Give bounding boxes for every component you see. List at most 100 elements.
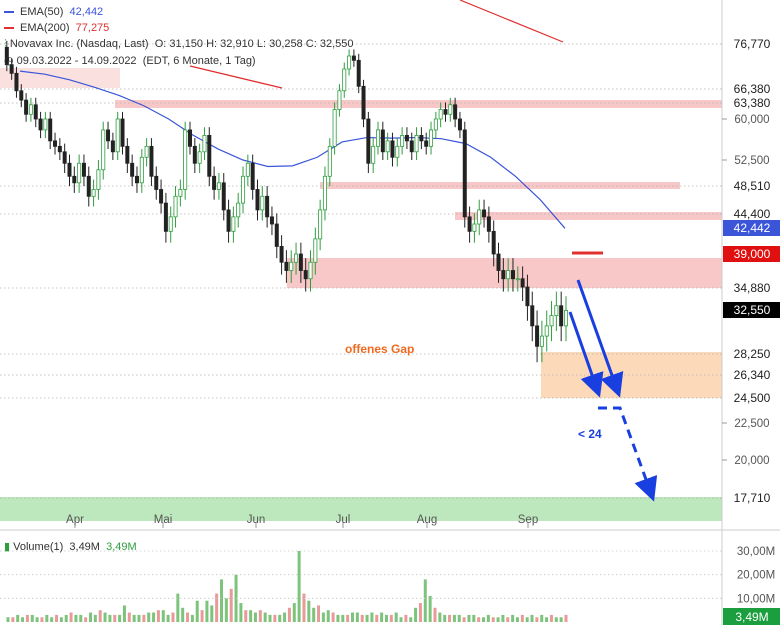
volume-bar bbox=[287, 607, 291, 622]
price-tag: 63,380 bbox=[734, 96, 771, 110]
volume-bar bbox=[355, 612, 359, 622]
price-tag-bg bbox=[723, 81, 780, 97]
volume-bar bbox=[457, 614, 461, 622]
y-tick-label: 60,000 bbox=[734, 114, 769, 126]
volume-bar bbox=[482, 617, 486, 622]
volume-label: Volume(1) bbox=[13, 541, 64, 553]
candle-body bbox=[4, 46, 9, 66]
instrument-legend: ⫶ Novavax Inc. (Nasdaq, Last) O: 31,150 … bbox=[4, 38, 354, 51]
candle-body bbox=[491, 230, 496, 255]
volume-bar bbox=[25, 614, 29, 622]
candle-body bbox=[313, 238, 318, 263]
volume-bar bbox=[132, 614, 136, 622]
x-tick-label: Aug bbox=[417, 514, 437, 526]
price-tag: 17,710 bbox=[734, 491, 771, 505]
volume-bar bbox=[74, 614, 78, 622]
candle-body bbox=[549, 315, 554, 327]
zone-red-63 bbox=[115, 100, 722, 108]
volume-bar bbox=[45, 614, 49, 622]
candle-body bbox=[342, 68, 347, 92]
volume-bar bbox=[448, 614, 452, 622]
volume-bar bbox=[351, 612, 355, 622]
volume-bar bbox=[418, 603, 422, 622]
grid-lines bbox=[0, 43, 722, 499]
ema50-swatch bbox=[4, 11, 14, 14]
candle-body bbox=[520, 278, 525, 288]
candle-body bbox=[139, 156, 144, 184]
instrument-name: Novavax Inc. (Nasdaq, Last) bbox=[9, 38, 149, 50]
candle-body bbox=[48, 118, 53, 142]
forecast-arrows bbox=[568, 279, 658, 502]
candle-body bbox=[462, 129, 467, 218]
candle-body bbox=[361, 85, 366, 120]
candle-body bbox=[294, 253, 299, 263]
price-tag-bg bbox=[723, 302, 780, 318]
y-tick-label: 20,000 bbox=[734, 455, 769, 467]
volume-bar bbox=[525, 617, 529, 622]
candle-body bbox=[53, 140, 58, 147]
candle-body bbox=[559, 305, 564, 327]
candle-body bbox=[106, 129, 111, 142]
volume-bar bbox=[399, 617, 403, 622]
candle-body bbox=[221, 182, 226, 211]
volume-bar bbox=[239, 603, 243, 622]
volume-bar bbox=[137, 614, 141, 622]
candle-body bbox=[453, 104, 458, 120]
candle-body bbox=[245, 162, 250, 177]
volume-bar bbox=[520, 614, 524, 622]
volume-bar bbox=[195, 600, 199, 622]
volume-bar bbox=[249, 610, 253, 622]
candle-body bbox=[43, 118, 48, 131]
volume-bar bbox=[307, 600, 311, 622]
volume-bar bbox=[210, 605, 214, 622]
arrow-down-2 bbox=[576, 279, 624, 398]
candle-body bbox=[337, 90, 342, 110]
price-tag-bg bbox=[723, 246, 780, 262]
volume-bar bbox=[375, 614, 379, 622]
volume-bar bbox=[205, 600, 209, 622]
candle-body bbox=[269, 216, 274, 225]
candle-body bbox=[183, 129, 188, 190]
candle-body bbox=[91, 189, 96, 197]
x-tick-label: Apr bbox=[66, 514, 84, 526]
candle-body bbox=[274, 223, 279, 247]
candle-body bbox=[530, 305, 535, 327]
volume-bar bbox=[370, 612, 374, 622]
ema200-label: EMA(200) bbox=[20, 22, 70, 34]
candle-body bbox=[332, 109, 337, 147]
candle-body bbox=[96, 169, 101, 190]
candle-body bbox=[19, 90, 24, 101]
candle-body bbox=[57, 145, 62, 153]
volume-bar bbox=[394, 612, 398, 622]
volume-current-tag: 3,49M bbox=[735, 610, 768, 624]
volume-bar bbox=[142, 614, 146, 622]
candle-body bbox=[67, 162, 72, 177]
candle-body bbox=[433, 118, 438, 131]
candle-body bbox=[130, 162, 135, 177]
volume-bar bbox=[331, 612, 335, 622]
volume-bar bbox=[127, 612, 131, 622]
price-tag-bg bbox=[723, 178, 780, 194]
volume-bar bbox=[161, 610, 165, 622]
volume-bar bbox=[59, 617, 63, 622]
volume-bar bbox=[423, 579, 427, 622]
volume-bar bbox=[360, 614, 364, 622]
volume-tick-label: 10,00M bbox=[737, 593, 775, 605]
volume-bar bbox=[491, 617, 495, 622]
range-meta: (EDT, 6 Monate, 1 Tag) bbox=[142, 55, 256, 67]
y-tick-label: 22,500 bbox=[734, 418, 769, 430]
candle-body bbox=[419, 134, 424, 142]
candle-body bbox=[477, 209, 482, 225]
volume-bar bbox=[263, 612, 267, 622]
candle-body bbox=[192, 145, 197, 164]
candle-body bbox=[510, 270, 515, 280]
volume-value-b: 3,49M bbox=[106, 541, 137, 553]
ema50-label: EMA(50) bbox=[20, 6, 64, 18]
volume-icon: ▮ bbox=[4, 541, 11, 553]
ema200-segment bbox=[459, 0, 564, 43]
target-annotation: < 24 bbox=[578, 427, 602, 441]
ema200-swatch bbox=[4, 27, 14, 30]
ema50-value: 42,442 bbox=[69, 6, 104, 18]
